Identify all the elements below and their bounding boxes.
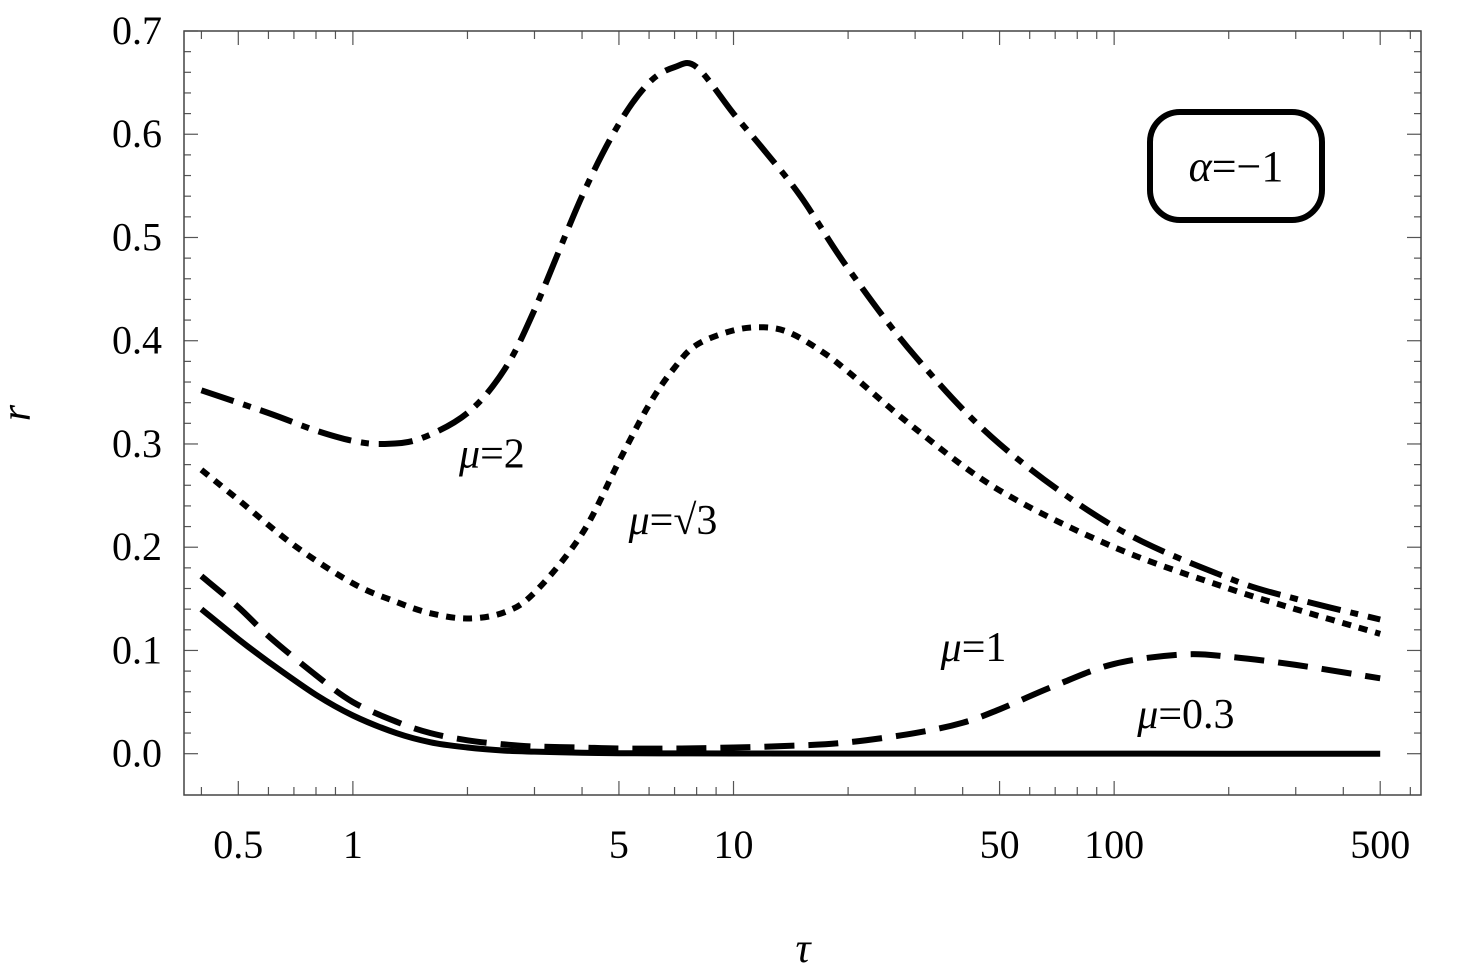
annotation-box: α=−1: [1147, 109, 1325, 223]
plot-frame: [183, 30, 1422, 796]
y-tick-label: 0.3: [112, 421, 162, 466]
y-tick-label: 0.5: [112, 214, 162, 259]
y-tick-label: 0.0: [112, 731, 162, 776]
annotation-prefix: α: [1189, 142, 1213, 191]
tick-marks: [184, 30, 1421, 795]
x-tick-label: 10: [714, 822, 754, 867]
series-label-0: μ=0.3: [1136, 692, 1234, 738]
series-line-0: [199, 606, 1381, 757]
series-line-1: [199, 573, 1381, 752]
series-label-1: μ=1: [940, 625, 1007, 671]
y-axis-title: r: [0, 404, 40, 421]
x-tick-label: 100: [1084, 822, 1144, 867]
x-tick-label: 0.5: [213, 822, 263, 867]
y-tick-label: 0.7: [112, 8, 162, 53]
x-axis-title: τ: [795, 926, 812, 972]
annotation-border: [1147, 109, 1325, 223]
series-label-2: μ=√3: [628, 498, 718, 544]
annotation-text: α=−1: [1189, 142, 1284, 191]
annotation-suffix: =−1: [1212, 142, 1284, 191]
x-tick-label: 5: [609, 822, 629, 867]
y-tick-label: 0.6: [112, 111, 162, 156]
tick-labels: 0.5 1 5 10 50 100 500 0.0 0.1 0.2 0.3 0.4 0.5 0.6 0.7: [112, 8, 1410, 867]
y-tick-label: 0.1: [112, 627, 162, 672]
series-lines: [199, 60, 1382, 757]
y-tick-label: 0.2: [112, 524, 162, 569]
x-tick-label: 50: [980, 822, 1020, 867]
x-tick-label: 500: [1350, 822, 1410, 867]
y-tick-label: 0.4: [112, 318, 162, 363]
x-tick-label: 1: [343, 822, 363, 867]
series-line-2: [199, 324, 1382, 637]
series-label-3: μ=2: [458, 432, 525, 478]
series-labels: μ=0.3 μ=1 μ=√3 μ=2: [458, 432, 1235, 738]
series-line-3: [200, 60, 1381, 623]
